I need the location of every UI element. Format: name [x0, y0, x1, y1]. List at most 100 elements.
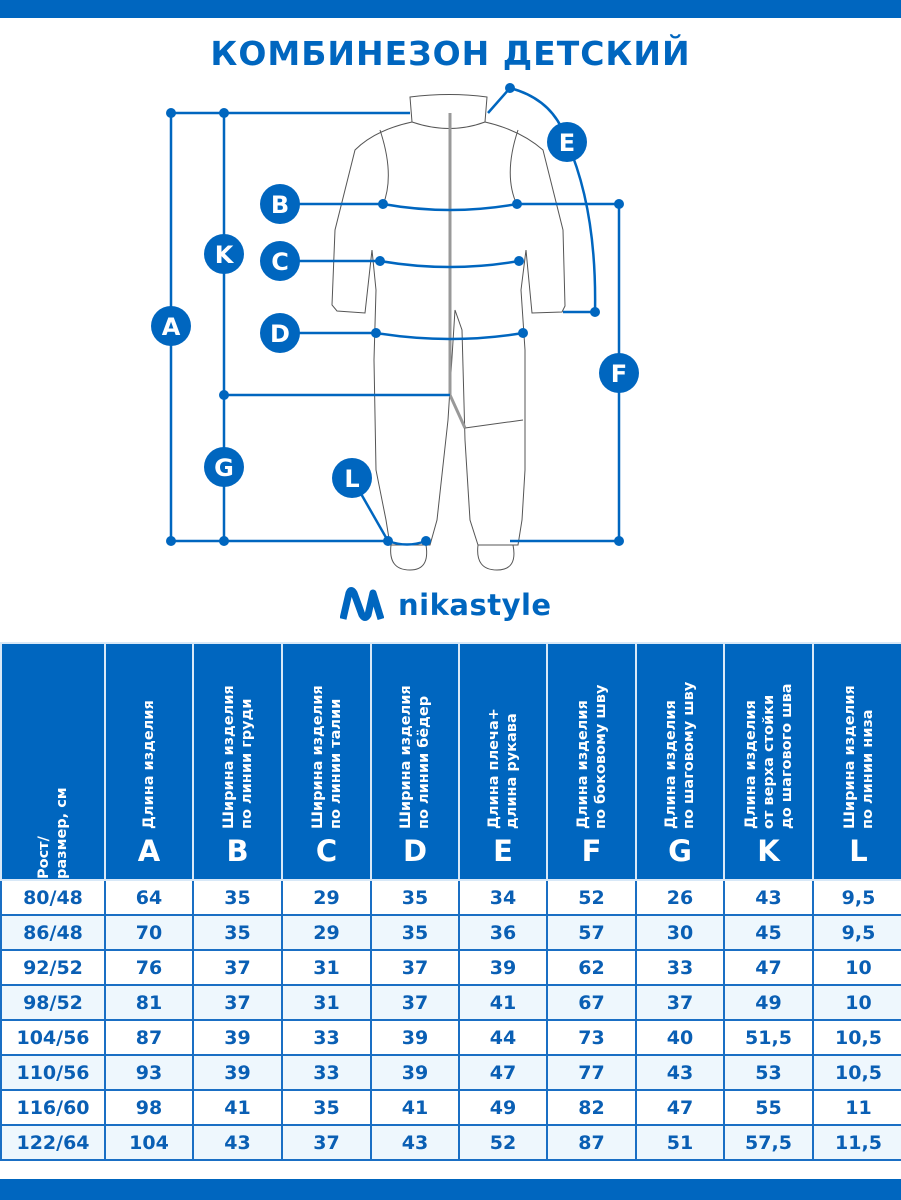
table-cell: 33	[281, 1054, 372, 1091]
table-cell: 76	[104, 949, 194, 986]
table-cell: 80/48	[0, 879, 106, 916]
table-cell: 52	[458, 1124, 548, 1161]
svg-text:D: D	[270, 320, 290, 348]
table-cell: 81	[104, 984, 194, 1021]
table-cell: 57	[546, 914, 637, 951]
table-cell: 39	[458, 949, 548, 986]
marker-k: K	[204, 234, 244, 274]
zipper	[448, 113, 467, 429]
table-cell: 87	[546, 1124, 637, 1161]
table-cell: 37	[370, 984, 460, 1021]
table-cell: 41	[458, 984, 548, 1021]
column-header-g: Длина изделия по шаговому шву G	[635, 642, 725, 881]
table-cell: 9,5	[812, 914, 901, 951]
column-header-e: Длина плеча+ длина рукава E	[458, 642, 548, 881]
table-cell: 11	[812, 1089, 901, 1126]
table-cell: 37	[192, 984, 283, 1021]
table-cell: 49	[458, 1089, 548, 1126]
marker-d: D	[260, 313, 300, 353]
top-bar	[0, 0, 901, 18]
column-header-b: Ширина изделия по линии груди B	[192, 642, 283, 881]
table-cell: 47	[458, 1054, 548, 1091]
table-cell: 122/64	[0, 1124, 106, 1161]
svg-text:C: C	[271, 248, 289, 276]
table-cell: 37	[635, 984, 725, 1021]
table-cell: 51,5	[723, 1019, 814, 1056]
marker-a: A	[151, 306, 191, 346]
bottom-bar	[0, 1179, 901, 1200]
table-row: 92/52 76 37 31 37 39 62 33 47 10	[0, 949, 901, 986]
table-cell: 87	[104, 1019, 194, 1056]
table-cell: 33	[281, 1019, 372, 1056]
table-cell: 43	[192, 1124, 283, 1161]
column-label: Длина изделия от верха стойки до шаговог…	[742, 683, 795, 829]
column-letter: C	[315, 834, 338, 868]
column-label: Ширина изделия по линии груди	[220, 685, 255, 829]
table-cell: 10,5	[812, 1054, 901, 1091]
column-label: Ширина изделия по линии низа	[841, 685, 876, 829]
table-cell: 47	[723, 949, 814, 986]
column-letter: D	[402, 834, 428, 868]
column-letter: B	[226, 834, 249, 868]
table-cell: 86/48	[0, 914, 106, 951]
table-cell: 93	[104, 1054, 194, 1091]
marker-f: F	[599, 353, 639, 393]
table-cell: 10	[812, 984, 901, 1021]
table-cell: 41	[192, 1089, 283, 1126]
table-cell: 43	[723, 879, 814, 916]
svg-text:G: G	[214, 454, 234, 482]
table-row: 110/56 93 39 33 39 47 77 43 53 10,5	[0, 1054, 901, 1091]
table-row: 104/56 87 39 33 39 44 73 40 51,5 10,5	[0, 1019, 901, 1056]
column-header-l: Ширина изделия по линии низа L	[812, 642, 901, 881]
table-cell: 73	[546, 1019, 637, 1056]
svg-text:L: L	[344, 465, 359, 493]
marker-l: L	[332, 458, 372, 498]
garment-measurement-diagram: A K G B C D E F L	[151, 83, 639, 571]
column-letter: E	[493, 834, 513, 868]
table-cell: 57,5	[723, 1124, 814, 1161]
table-cell: 62	[546, 949, 637, 986]
column-header-size: Рост/ размер, см	[0, 642, 106, 881]
table-cell: 34	[458, 879, 548, 916]
table-cell: 31	[281, 984, 372, 1021]
column-letter: L	[849, 834, 868, 868]
table-cell: 37	[370, 949, 460, 986]
table-cell: 30	[635, 914, 725, 951]
table-row: 80/48 64 35 29 35 34 52 26 43 9,5	[0, 879, 901, 916]
table-cell: 92/52	[0, 949, 106, 986]
table-cell: 64	[104, 879, 194, 916]
table-cell: 26	[635, 879, 725, 916]
table-cell: 51	[635, 1124, 725, 1161]
table-cell: 37	[281, 1124, 372, 1161]
column-letter: K	[757, 834, 780, 868]
column-letter: F	[581, 834, 602, 868]
table-cell: 39	[370, 1054, 460, 1091]
wave-logo-icon	[340, 587, 384, 621]
table-cell: 98/52	[0, 984, 106, 1021]
column-header-a: Длина изделия A	[104, 642, 194, 881]
table-cell: 29	[281, 914, 372, 951]
table-cell: 52	[546, 879, 637, 916]
column-letter: G	[668, 834, 692, 868]
table-cell: 35	[192, 879, 283, 916]
table-cell: 43	[370, 1124, 460, 1161]
column-header-f: Длина изделия по боковому шву F	[546, 642, 637, 881]
svg-text:F: F	[611, 360, 627, 388]
table-cell: 82	[546, 1089, 637, 1126]
svg-text:E: E	[559, 129, 575, 157]
table-cell: 35	[192, 914, 283, 951]
table-cell: 10,5	[812, 1019, 901, 1056]
table-row: 86/48 70 35 29 35 36 57 30 45 9,5	[0, 914, 901, 951]
table-cell: 31	[281, 949, 372, 986]
table-cell: 55	[723, 1089, 814, 1126]
table-cell: 37	[192, 949, 283, 986]
table-row: 122/64 104 43 37 43 52 87 51 57,5 11,5	[0, 1124, 901, 1161]
svg-text:B: B	[271, 191, 289, 219]
column-header-d: Ширина изделия по линии бёдер D	[370, 642, 460, 881]
table-cell: 10	[812, 949, 901, 986]
table-row: 98/52 81 37 31 37 41 67 37 49 10	[0, 984, 901, 1021]
table-cell: 104	[104, 1124, 194, 1161]
column-header-k: Длина изделия от верха стойки до шаговог…	[723, 642, 814, 881]
column-label: Длина изделия по боковому шву	[574, 684, 609, 829]
marker-b: B	[260, 184, 300, 224]
